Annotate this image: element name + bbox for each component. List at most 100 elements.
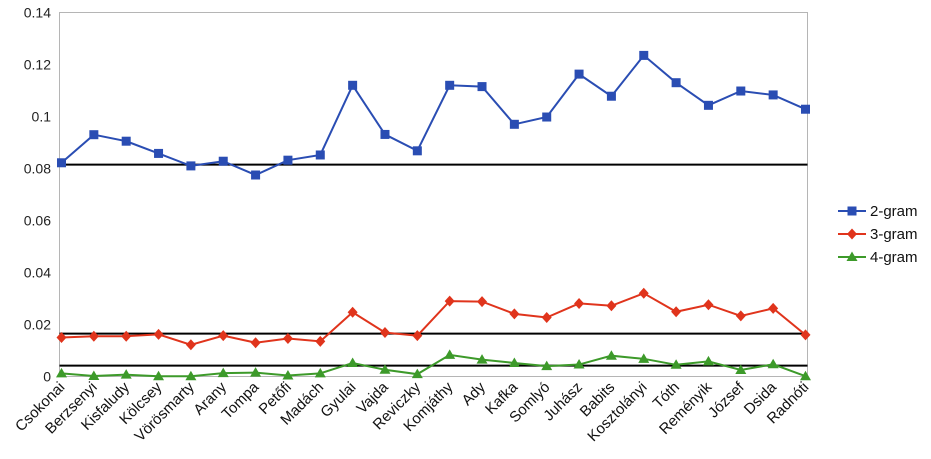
y-tick-label: 0.04 xyxy=(24,265,51,281)
data-point-3-gram xyxy=(185,339,196,351)
y-tick-label: 0.02 xyxy=(24,317,51,333)
data-point-4-gram xyxy=(541,360,553,371)
data-point-3-gram xyxy=(121,330,132,342)
data-point-2-gram xyxy=(606,91,616,101)
series-line-4-gram xyxy=(61,353,806,378)
data-point-3-gram xyxy=(153,328,164,340)
legend-item-2-gram: 2-gram xyxy=(838,203,918,220)
y-tick-label: 0.06 xyxy=(24,213,51,229)
data-point-2-gram xyxy=(574,69,584,79)
data-point-3-gram xyxy=(606,300,617,312)
data-point-2-gram xyxy=(154,148,164,158)
data-point-4-gram xyxy=(347,357,359,367)
x-tick-label: Tompa xyxy=(219,378,263,422)
data-point-3-gram xyxy=(379,327,390,339)
plot-frame xyxy=(59,12,808,377)
data-point-2-gram xyxy=(57,158,66,168)
data-point-2-gram xyxy=(703,100,713,110)
data-point-4-gram xyxy=(185,370,197,381)
reference-lines xyxy=(59,163,808,367)
data-point-4-gram xyxy=(476,354,488,364)
legend-item-4-gram: 4-gram xyxy=(838,249,918,266)
data-point-2-gram xyxy=(218,156,228,166)
data-point-2-gram xyxy=(542,112,552,122)
data-point-4-gram xyxy=(735,364,747,374)
legend-item-3-gram: 3-gram xyxy=(838,226,918,243)
data-point-4-gram xyxy=(670,359,682,369)
data-point-3-gram xyxy=(638,287,649,299)
legend-label: 4-gram xyxy=(870,249,918,266)
data-point-4-gram xyxy=(56,367,67,378)
data-point-2-gram xyxy=(121,136,131,146)
data-point-2-gram xyxy=(412,146,422,156)
x-tick-label: József xyxy=(705,378,748,421)
data-point-3-gram xyxy=(735,310,746,322)
data-point-3-gram xyxy=(768,302,779,314)
data-point-4-gram xyxy=(88,370,100,380)
series-group xyxy=(56,50,811,381)
data-point-2-gram xyxy=(736,86,746,96)
series-line-2-gram xyxy=(60,53,806,177)
data-point-4-gram xyxy=(508,357,520,367)
y-tick-label: 0.1 xyxy=(32,109,52,125)
data-point-4-gram xyxy=(153,370,165,381)
data-point-4-gram xyxy=(120,369,132,379)
data-point-4-gram xyxy=(217,367,229,378)
data-point-2-gram xyxy=(768,90,778,100)
data-point-3-gram xyxy=(56,332,67,343)
data-point-2-gram xyxy=(251,170,261,180)
data-point-3-gram xyxy=(477,296,488,308)
data-point-3-gram xyxy=(444,295,455,307)
series-4-gram xyxy=(56,349,811,381)
data-point-4-gram xyxy=(250,367,262,377)
data-point-4-gram xyxy=(605,350,617,360)
data-point-3-gram xyxy=(509,308,520,320)
data-point-3-gram xyxy=(800,329,811,341)
data-point-2-gram xyxy=(639,50,649,60)
data-point-3-gram xyxy=(703,299,714,311)
data-point-2-gram xyxy=(348,80,358,90)
y-tick-label: 0 xyxy=(43,369,51,385)
data-point-4-gram xyxy=(702,355,714,366)
data-point-2-gram xyxy=(186,161,196,171)
series-2-gram xyxy=(57,50,810,180)
data-point-3-gram xyxy=(88,330,99,342)
y-axis-ticks: 0 0.02 0.04 0.06 0.08 0.1 0.12 0.14 xyxy=(24,5,51,385)
series-3-gram xyxy=(56,287,811,351)
x-axis-ticks: CsokonaiBerzsenyiKisfaludyKölcseyVörösma… xyxy=(12,378,812,445)
data-point-4-gram xyxy=(767,358,779,369)
data-point-4-gram xyxy=(314,367,326,378)
y-tick-label: 0.08 xyxy=(24,161,51,177)
data-point-3-gram xyxy=(671,306,682,318)
data-point-4-gram xyxy=(379,364,391,374)
data-point-3-gram xyxy=(315,335,326,347)
legend-marker xyxy=(847,228,857,240)
data-point-2-gram xyxy=(445,80,455,90)
legend-label: 2-gram xyxy=(870,203,918,220)
data-point-3-gram xyxy=(541,311,552,323)
legend-label: 3-gram xyxy=(870,226,918,243)
data-point-2-gram xyxy=(801,104,810,114)
data-point-4-gram xyxy=(638,353,650,363)
series-line-3-gram xyxy=(61,292,807,346)
legend-marker xyxy=(847,206,857,216)
data-point-3-gram xyxy=(347,306,358,318)
data-point-3-gram xyxy=(574,297,585,309)
x-tick-label: Gyulai xyxy=(317,379,359,421)
data-point-2-gram xyxy=(283,155,293,165)
data-point-4-gram xyxy=(573,359,585,369)
data-point-2-gram xyxy=(671,78,681,88)
data-point-3-gram xyxy=(250,337,261,349)
data-point-4-gram xyxy=(444,349,456,359)
data-point-4-gram xyxy=(411,368,423,379)
data-point-4-gram xyxy=(282,369,294,380)
data-point-2-gram xyxy=(380,129,390,139)
data-point-2-gram xyxy=(477,82,487,92)
y-tick-label: 0.14 xyxy=(24,5,51,21)
data-point-3-gram xyxy=(412,330,423,342)
y-tick-label: 0.12 xyxy=(24,57,51,73)
data-point-2-gram xyxy=(89,130,99,140)
data-point-2-gram xyxy=(509,119,519,129)
data-point-3-gram xyxy=(218,330,229,342)
